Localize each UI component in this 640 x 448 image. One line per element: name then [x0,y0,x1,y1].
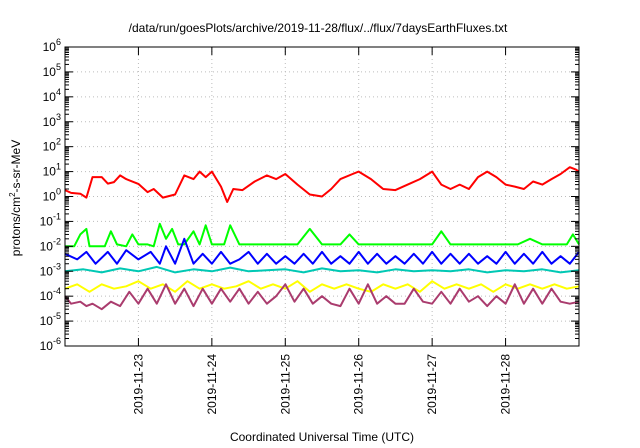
y-tick-label-exponent: 0 [56,187,61,197]
y-axis-label-base: protons/cm [9,197,23,256]
x-axis-label: Coordinated Universal Time (UTC) [230,430,414,444]
x-tick-label: 2019-11-28 [499,354,513,415]
y-tick-label-base: 10 [43,40,57,54]
y-tick-label-base: 10 [40,214,54,228]
y-tick-label-base: 10 [43,190,57,204]
series-line-6 [64,283,580,311]
y-tick-label: 100 [43,187,61,204]
y-axis-ticks: 10-610-510-410-310-210-11001011021031041… [40,37,579,353]
y-tick-label-exponent: -1 [53,211,61,221]
y-tick-label-exponent: -3 [53,261,61,271]
y-tick-label-base: 10 [43,140,57,154]
y-tick-label-base: 10 [43,165,57,179]
y-tick-label-exponent: -4 [53,286,61,296]
y-tick-label: 10-2 [40,236,61,253]
y-tick-label-exponent: -2 [53,236,61,246]
y-tick-label-base: 10 [40,339,54,353]
y-tick-label-exponent: 2 [56,137,61,147]
y-tick-label: 105 [43,62,61,79]
x-tick-label: 2019-11-26 [352,354,366,415]
y-tick-label: 10-4 [40,286,61,303]
series-line-4 [64,265,580,274]
y-tick-label: 10-1 [40,211,61,228]
series-line-2 [65,222,580,248]
y-tick-label-exponent: -6 [53,336,61,346]
series-line-1 [64,166,580,203]
y-tick-label-base: 10 [40,289,54,303]
y-tick-label-exponent: 5 [56,62,61,72]
y-tick-label-base: 10 [40,314,54,328]
y-tick-label: 10-3 [40,261,61,278]
y-tick-label-exponent: 1 [56,162,61,172]
series-line-5 [64,280,580,293]
y-tick-label-base: 10 [40,264,54,278]
x-tick-label: 2019-11-23 [131,354,145,415]
y-tick-label-base: 10 [43,115,57,129]
y-tick-label: 106 [43,37,61,54]
y-tick-label: 103 [43,112,61,129]
y-tick-label-exponent: 6 [56,37,61,47]
x-axis-ticks: 2019-11-23 2019-11-24 2019-11-25 2019-11-26… [131,47,513,415]
y-tick-label: 102 [43,137,61,154]
y-axis-label-rest: -s-sr-MeV [9,140,23,193]
y-axis-label-sup: 2 [8,192,17,197]
y-tick-label: 104 [43,87,61,104]
y-tick-label-exponent: -5 [53,311,61,321]
y-tick-label-base: 10 [40,239,54,253]
y-tick-label-base: 10 [43,90,57,104]
y-tick-label-exponent: 4 [56,87,61,97]
x-tick-label: 2019-11-25 [278,354,292,415]
y-tick-label: 10-5 [40,311,61,328]
y-tick-label: 101 [43,162,61,179]
x-tick-label: 2019-11-24 [205,354,219,415]
chart-title: /data/run/goesPlots/archive/2019-11-28/f… [129,21,508,35]
grid-lines [65,47,579,346]
y-axis-label: protons/cm2-s-sr-MeV [8,140,23,256]
y-tick-label-exponent: 3 [56,112,61,122]
y-tick-label: 10-6 [40,336,61,353]
series-lines [64,166,580,311]
y-tick-label-base: 10 [43,65,57,79]
x-tick-label: 2019-11-27 [425,354,439,415]
series-line-3 [64,237,580,265]
